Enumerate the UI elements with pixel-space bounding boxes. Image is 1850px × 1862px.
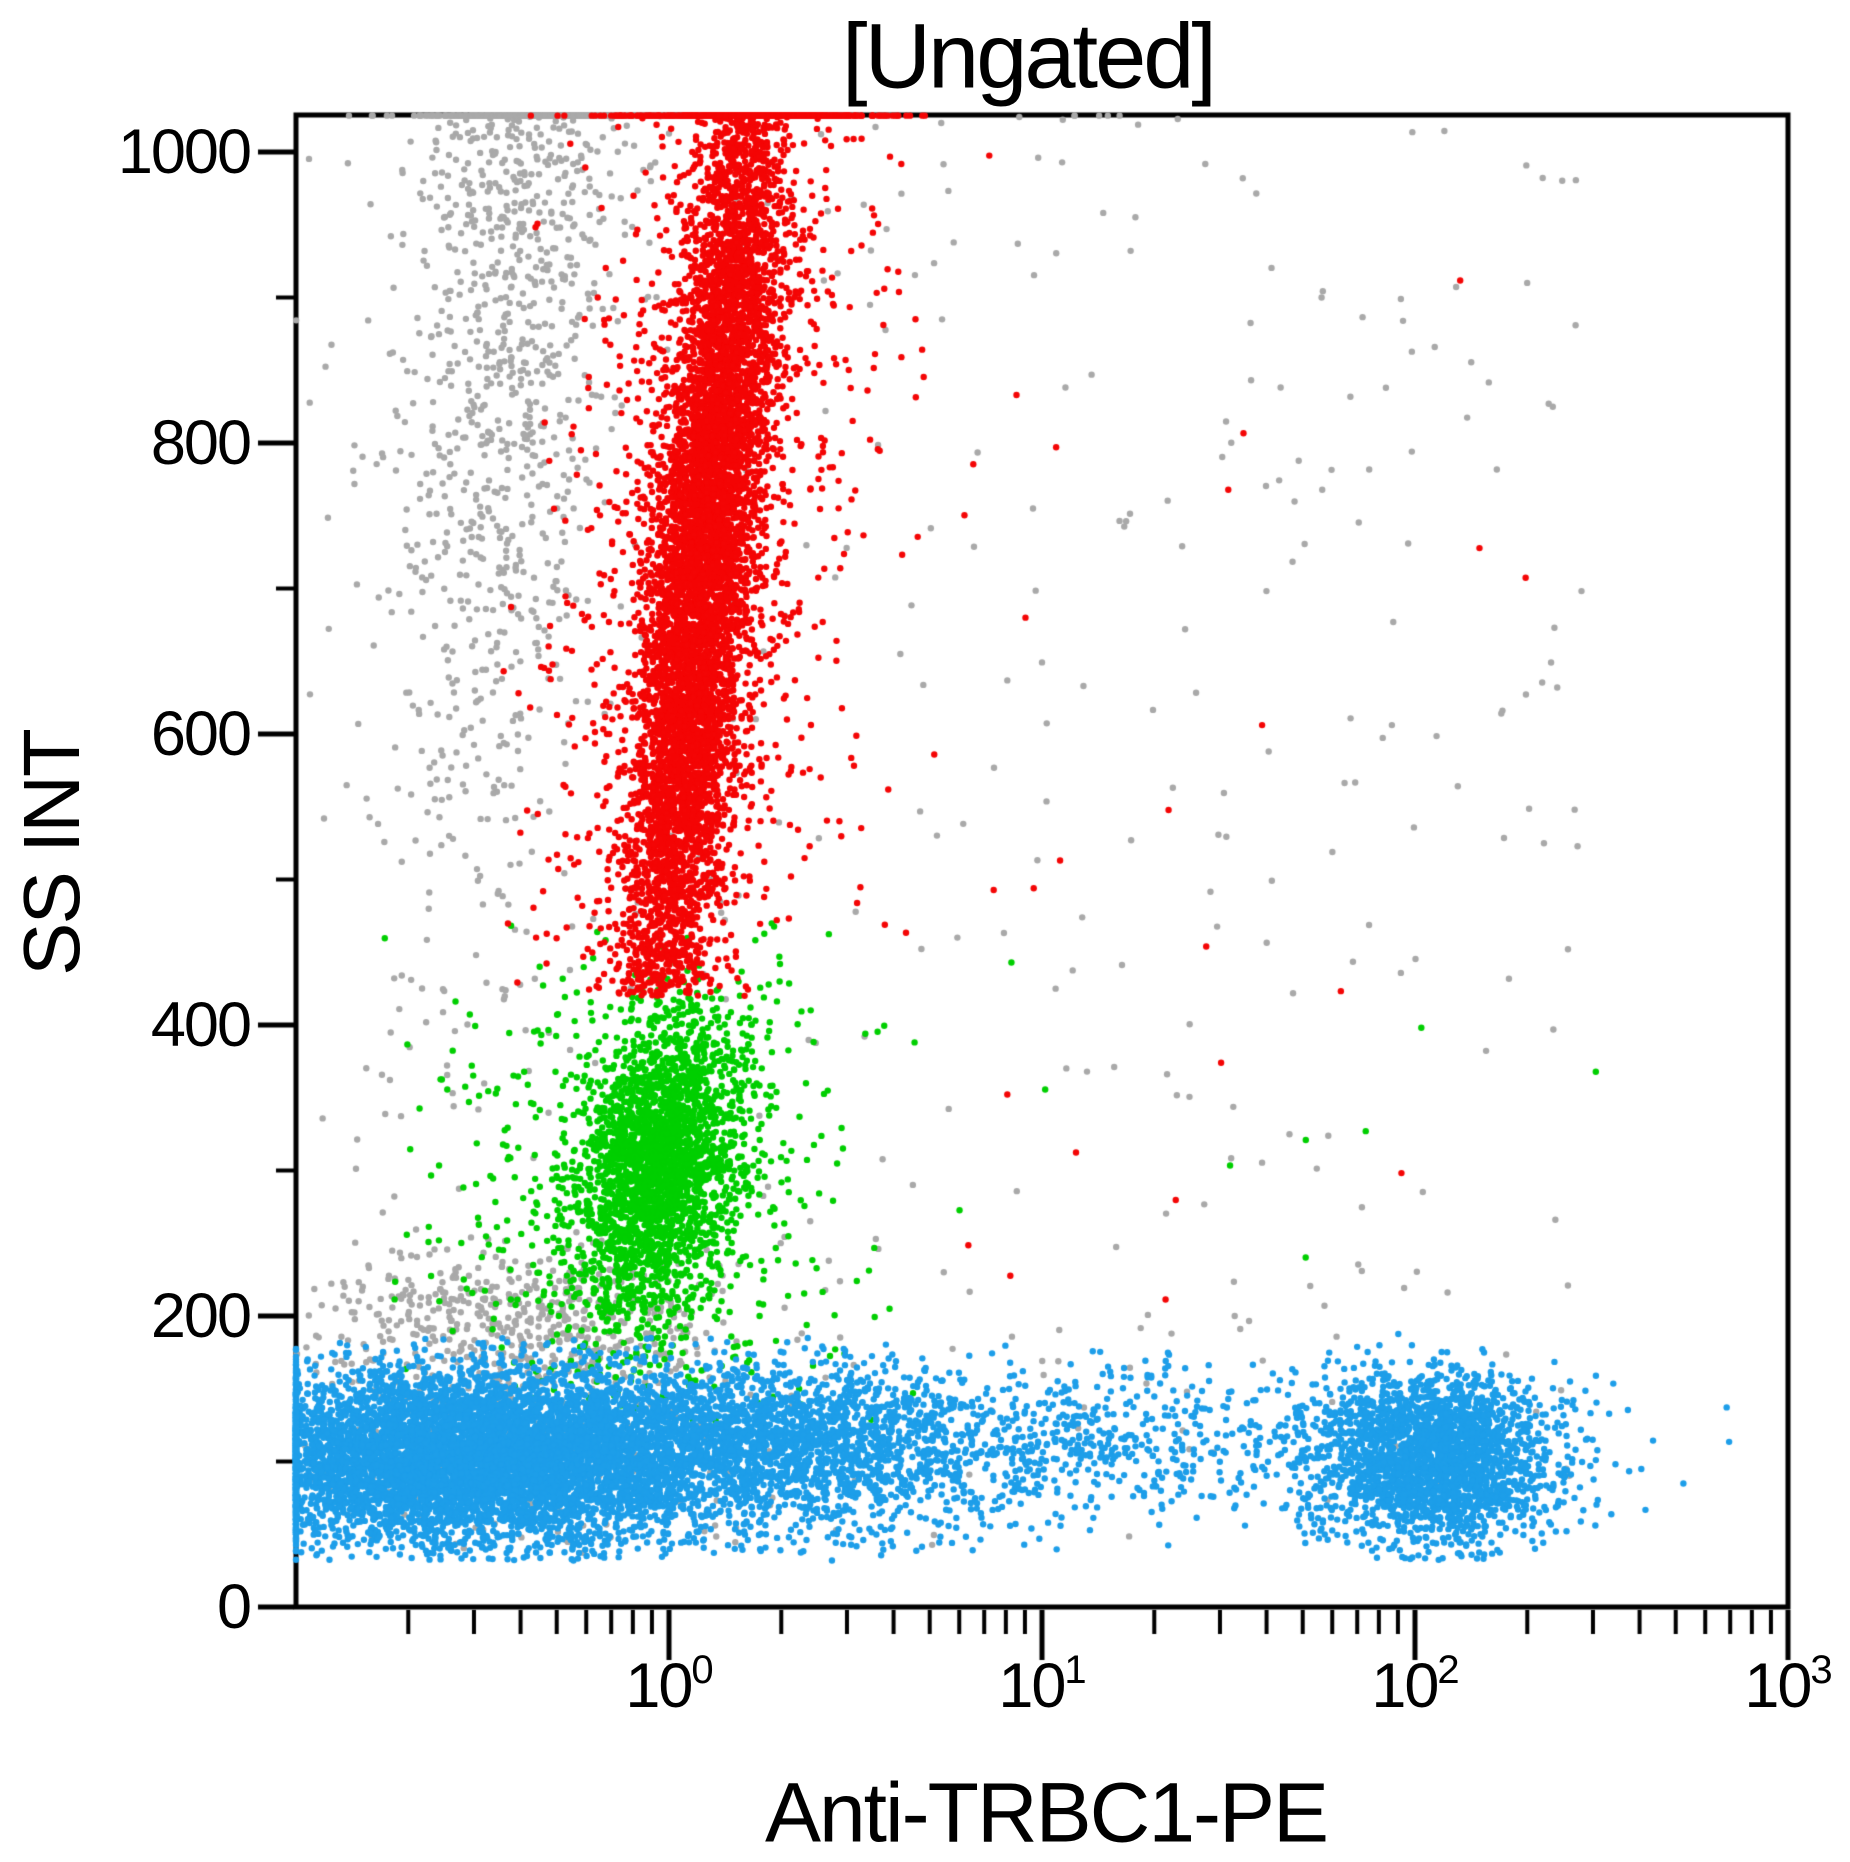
y-tick-label-200: 200 (150, 1281, 252, 1351)
x-tick-exponent: 3 (1810, 1648, 1832, 1692)
y-tick-label-600: 600 (150, 699, 252, 769)
y-tick-label-1000: 1000 (117, 117, 252, 187)
x-tick-exponent: 0 (691, 1648, 713, 1692)
y-tick-label-0: 0 (216, 1572, 252, 1642)
x-tick-label-10e1: 101 (922, 1648, 1162, 1730)
y-tick-label-400: 400 (150, 990, 252, 1060)
x-tick-label-10e3: 103 (1668, 1648, 1850, 1730)
x-tick-label-10e0: 100 (549, 1648, 789, 1730)
x-tick-exponent: 2 (1437, 1648, 1459, 1692)
x-tick-base: 10 (1744, 1651, 1812, 1721)
y-tick-label-800: 800 (150, 408, 252, 478)
x-tick-base: 10 (998, 1651, 1066, 1721)
x-tick-base: 10 (1371, 1651, 1439, 1721)
x-tick-exponent: 1 (1064, 1648, 1086, 1692)
plot-title: [Ungated] (842, 5, 1217, 108)
x-axis-title: Anti-TRBC1-PE (764, 1765, 1329, 1860)
x-tick-base: 10 (625, 1651, 693, 1721)
x-tick-label-10e2: 102 (1295, 1648, 1535, 1730)
